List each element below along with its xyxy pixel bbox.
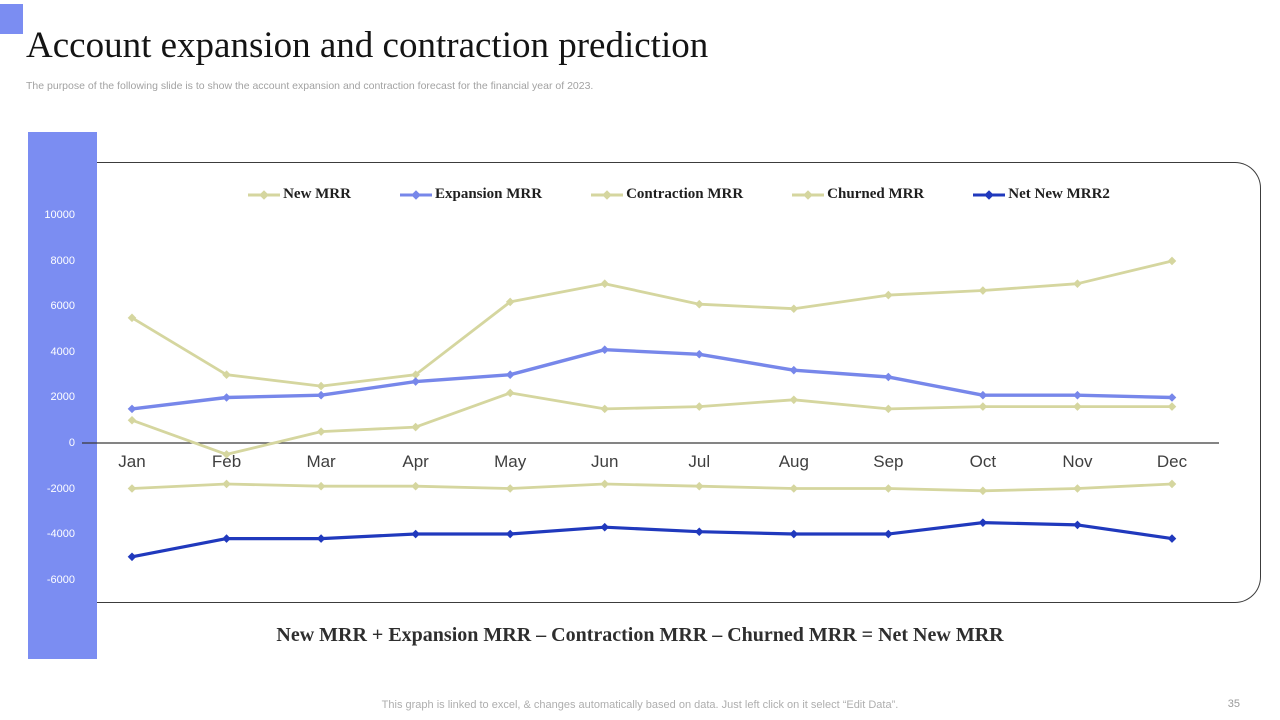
y-axis-tick-label: -2000 — [46, 482, 75, 495]
y-axis-tick-label: 2000 — [50, 391, 75, 404]
mrr-chart-area[interactable] — [97, 162, 1261, 603]
y-axis-tick-label: 10000 — [44, 209, 75, 222]
y-axis-tick-label: -6000 — [46, 573, 75, 586]
legend-item-churned-mrr: Churned MRR — [791, 186, 924, 203]
y-axis-bar: 10000 8000 6000 4000 2000 0 -2000 -4000 -6000 — [28, 132, 97, 659]
legend-item-contraction-mrr: Contraction MRR — [590, 186, 743, 203]
y-axis-tick-label: 4000 — [50, 345, 75, 358]
legend-label: Churned MRR — [827, 186, 925, 202]
y-axis-tick-label: 0 — [68, 437, 75, 449]
y-axis-tick-label: 8000 — [50, 254, 75, 267]
y-axis-tick-label: 6000 — [50, 300, 75, 313]
legend-label: Net New MRR2 — [1008, 186, 1110, 202]
legend-label: Expansion MRR — [434, 186, 543, 202]
page-title: Account expansion and contraction predic… — [26, 25, 709, 66]
legend-item-expansion-mrr: Expansion MRR — [399, 186, 542, 203]
footer-note: This graph is linked to excel, & changes… — [381, 699, 899, 711]
y-axis-tick-label: -4000 — [46, 528, 75, 541]
legend-marker-icon — [248, 189, 281, 200]
formula-text: New MRR + Expansion MRR – Contraction MR… — [276, 624, 1004, 646]
chart-legend: New MRR Expansion MRR Contraction MRR Churn… — [97, 186, 1260, 203]
legend-label: Contraction MRR — [626, 186, 744, 202]
legend-item-net-new-mrr2: Net New MRR2 — [972, 186, 1110, 203]
legend-marker-icon — [399, 189, 432, 200]
page-number: 35 — [1227, 698, 1240, 710]
legend-item-new-mrr: New MRR — [247, 186, 351, 203]
slide-subtitle: The purpose of the following slide is to… — [26, 80, 594, 92]
legend-marker-icon — [591, 189, 624, 200]
legend-label: New MRR — [283, 186, 351, 202]
legend-marker-icon — [792, 189, 825, 200]
legend-marker-icon — [973, 189, 1006, 200]
accent-square — [0, 4, 23, 34]
